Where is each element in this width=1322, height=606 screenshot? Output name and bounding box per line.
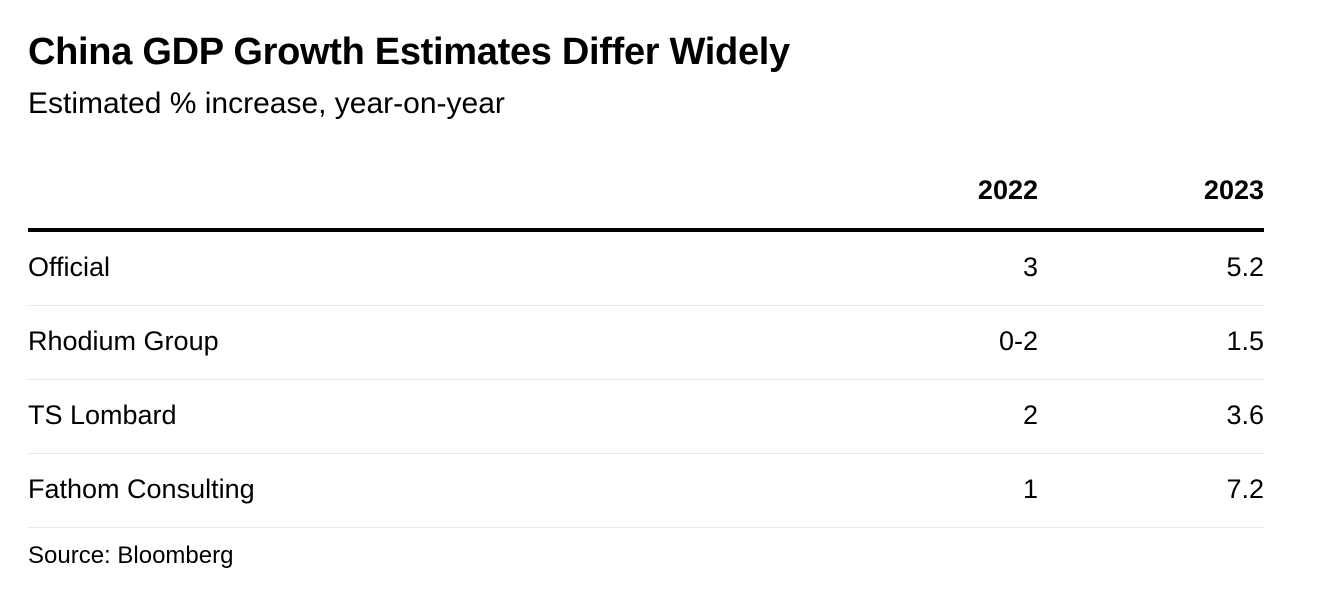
chart-title: China GDP Growth Estimates Differ Widely	[28, 31, 790, 73]
cell-fathom-consulting-2023: 7.2	[1226, 474, 1264, 504]
table-row: Fathom Consulting 1 7.2	[28, 454, 1264, 528]
table-row: Rhodium Group 0-2 1.5	[28, 306, 1264, 380]
row-label-fathom-consulting: Fathom Consulting	[28, 474, 255, 504]
column-header-2023: 2023	[1203, 175, 1264, 205]
cell-official-2022: 3	[1022, 252, 1038, 282]
row-label-official: Official	[28, 252, 111, 282]
row-label-rhodium-group: Rhodium Group	[28, 326, 219, 356]
cell-rhodium-group-2022: 0-2	[998, 326, 1038, 356]
source-note: Source: Bloomberg	[28, 542, 234, 569]
cell-fathom-consulting-2022: 1	[1022, 474, 1038, 504]
table-row: TS Lombard 2 3.6	[28, 380, 1264, 454]
table-header-row: 2022 2023	[28, 160, 1264, 232]
cell-ts-lombard-2022: 2	[1022, 400, 1038, 430]
column-header-2022: 2022	[977, 175, 1038, 205]
chart-subtitle: Estimated % increase, year-on-year	[28, 87, 505, 120]
cell-ts-lombard-2023: 3.6	[1226, 400, 1264, 430]
cell-rhodium-group-2023: 1.5	[1226, 326, 1264, 356]
table-row: Official 3 5.2	[28, 232, 1264, 306]
cell-official-2023: 5.2	[1226, 252, 1264, 282]
gdp-estimates-table: 2022 2023 Official 3 5.2 Rhodium Group 0…	[28, 160, 1264, 528]
row-label-ts-lombard: TS Lombard	[28, 400, 177, 430]
